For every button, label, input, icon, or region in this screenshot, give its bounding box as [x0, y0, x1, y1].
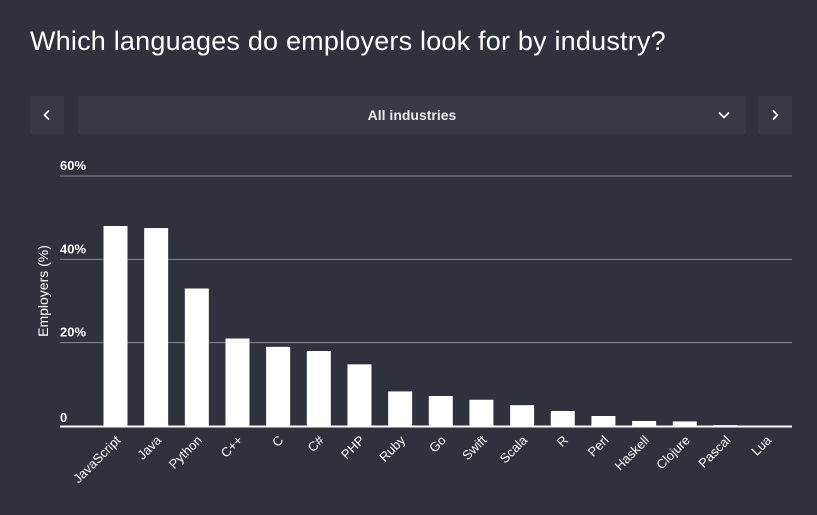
bar — [510, 405, 535, 426]
chevron-right-icon — [772, 110, 779, 120]
bar — [672, 421, 697, 426]
bar — [347, 364, 372, 426]
x-tick-label: Python — [166, 433, 205, 472]
industry-dropdown-value: All industries — [367, 107, 457, 123]
y-axis-label: Employers (%) — [35, 245, 51, 337]
next-industry-button[interactable] — [758, 96, 792, 134]
bar — [388, 391, 413, 426]
x-tick-label: R — [554, 433, 571, 450]
bar — [184, 288, 209, 426]
y-tick-label: 40% — [60, 241, 86, 256]
x-tick-label: JavaScript — [70, 432, 124, 486]
bar — [103, 226, 128, 426]
y-tick-label: 60% — [60, 158, 86, 173]
chart-title: Which languages do employers look for by… — [30, 26, 666, 56]
chevron-left-icon — [43, 110, 50, 120]
x-tick-label: Go — [426, 433, 449, 456]
x-tick-label: C# — [305, 432, 328, 455]
x-tick-label: Ruby — [376, 432, 408, 464]
x-tick-label: Haskell — [611, 432, 652, 473]
previous-industry-button[interactable] — [30, 96, 64, 134]
bar — [266, 346, 291, 426]
x-tick-label: Scala — [497, 432, 531, 466]
chevron-down-icon — [718, 112, 730, 119]
bar — [144, 228, 169, 426]
x-tick-label: Pascal — [695, 432, 733, 470]
x-tick-label: Lua — [748, 432, 774, 458]
bar — [225, 338, 250, 426]
x-tick-label: C++ — [218, 433, 246, 461]
x-tick-label: Clojure — [653, 433, 693, 473]
x-tick-label: Java — [134, 432, 165, 463]
y-tick-label: 0 — [60, 410, 67, 425]
x-tick-label: C — [269, 433, 286, 450]
bar — [428, 396, 453, 426]
bar — [632, 421, 657, 426]
bar — [469, 399, 494, 426]
x-tick-label: Swift — [459, 432, 490, 463]
x-tick-label: Perl — [585, 432, 612, 459]
bar — [306, 351, 331, 426]
bar — [591, 416, 616, 426]
bar — [550, 411, 575, 426]
y-tick-label: 20% — [60, 325, 86, 340]
industry-dropdown[interactable]: All industries — [78, 96, 746, 134]
x-tick-label: PHP — [338, 433, 368, 463]
